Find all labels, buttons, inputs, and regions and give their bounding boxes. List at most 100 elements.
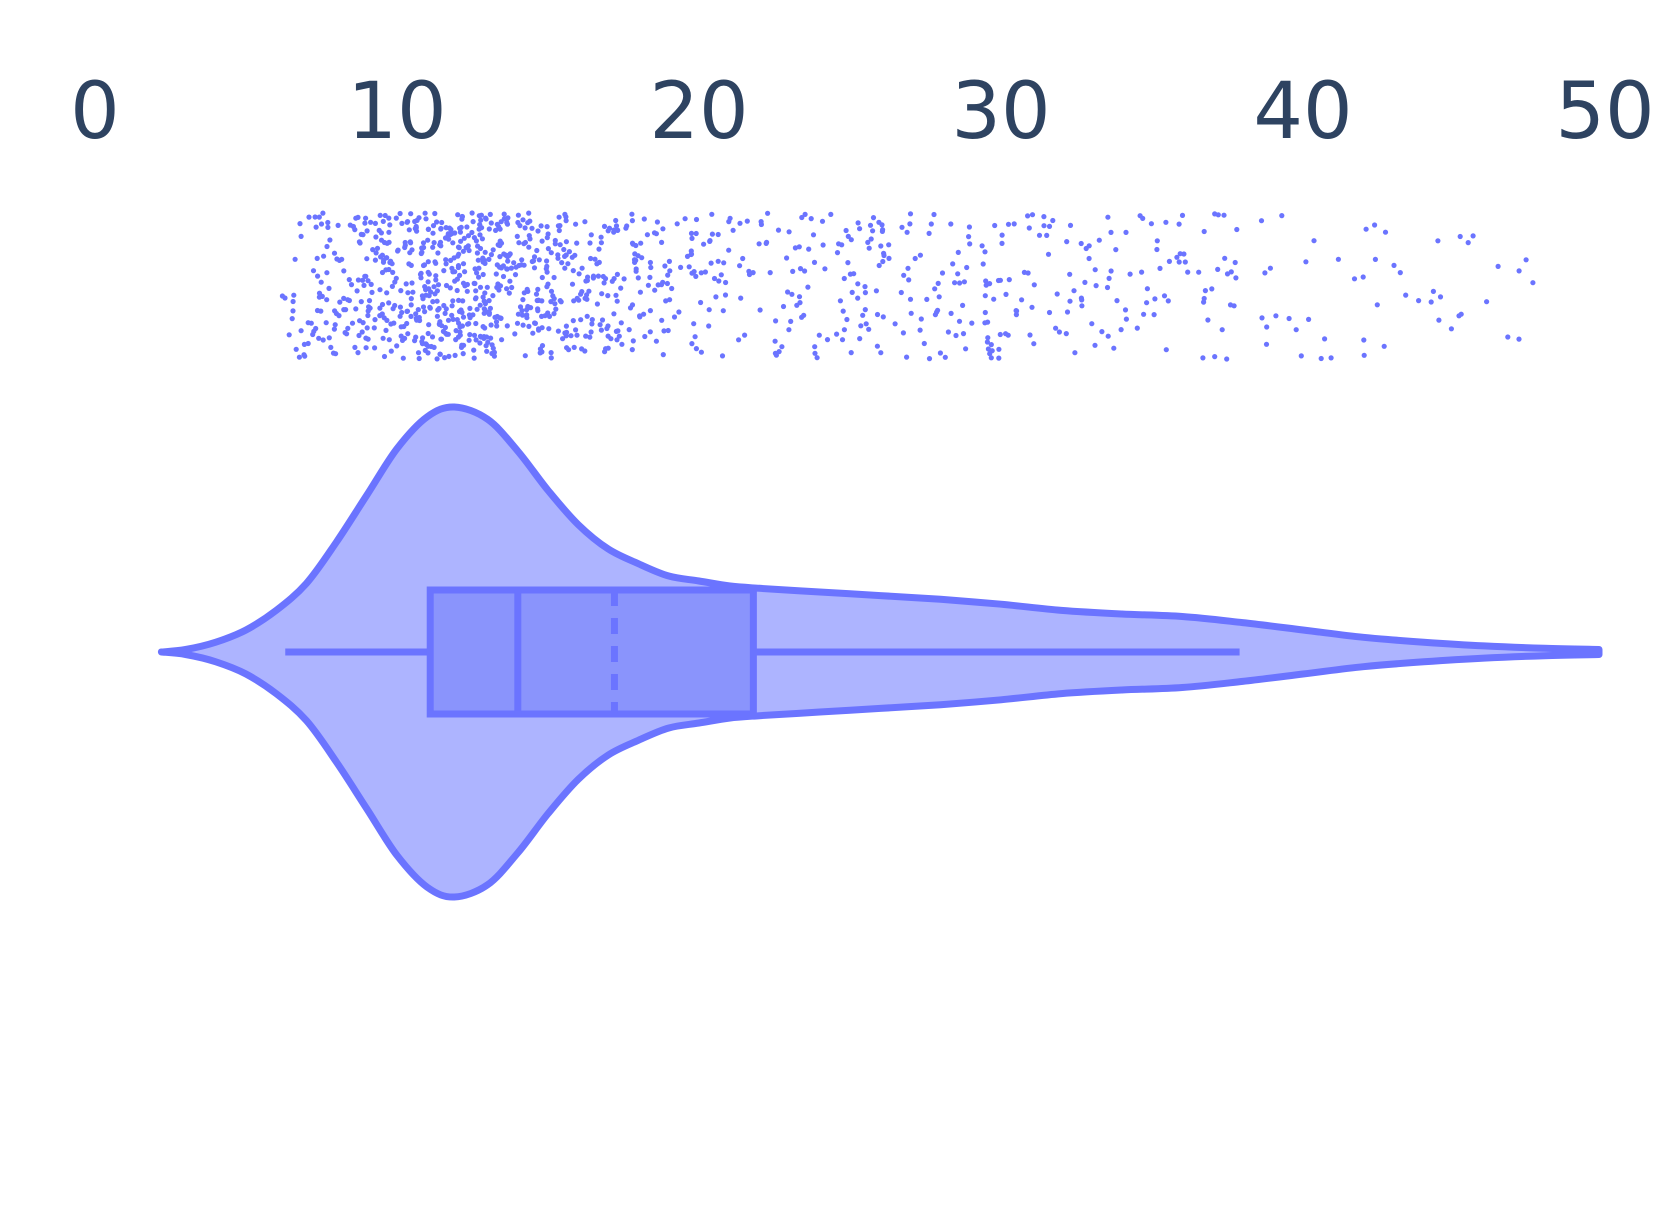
data-point — [1006, 277, 1012, 283]
data-point — [372, 220, 378, 226]
data-point — [796, 294, 803, 300]
data-point — [466, 337, 472, 343]
data-point — [629, 302, 636, 308]
data-point — [599, 291, 605, 297]
data-point — [1382, 229, 1389, 235]
data-point — [490, 293, 496, 299]
data-point — [811, 259, 818, 265]
data-point — [438, 225, 444, 232]
data-point — [405, 331, 411, 337]
data-point — [433, 273, 439, 279]
data-point — [983, 278, 989, 284]
data-point — [436, 321, 442, 327]
data-point — [535, 286, 541, 292]
data-point — [775, 227, 782, 233]
data-point — [464, 281, 470, 288]
data-point — [647, 274, 653, 280]
data-point — [452, 352, 458, 358]
data-point — [469, 229, 475, 236]
data-point — [608, 336, 614, 342]
data-point — [466, 247, 472, 254]
data-point — [1372, 222, 1378, 228]
data-point — [355, 350, 361, 356]
data-point — [425, 237, 431, 243]
data-point — [866, 245, 872, 251]
data-point — [279, 293, 285, 299]
data-point — [1435, 238, 1441, 244]
data-point — [524, 286, 530, 292]
data-point — [393, 275, 399, 281]
data-point — [438, 336, 444, 342]
data-point — [529, 225, 535, 231]
data-point — [522, 225, 528, 231]
data-point — [799, 214, 805, 221]
data-point — [744, 218, 750, 224]
data-point — [499, 337, 505, 343]
data-point — [408, 313, 414, 319]
data-point — [601, 223, 608, 229]
data-point — [1064, 309, 1071, 315]
data-point — [460, 280, 467, 286]
data-point — [789, 291, 795, 297]
data-point — [1027, 332, 1033, 338]
data-point — [455, 263, 462, 269]
data-point — [536, 257, 542, 263]
data-point — [397, 304, 403, 310]
data-point — [297, 221, 303, 227]
data-point — [399, 220, 405, 226]
data-point — [291, 292, 297, 298]
data-point — [555, 223, 562, 229]
data-point — [486, 298, 492, 304]
data-point — [459, 342, 465, 348]
data-point — [425, 259, 431, 265]
data-point — [564, 329, 570, 335]
data-point — [458, 238, 464, 244]
data-point — [336, 313, 342, 319]
data-point — [805, 284, 811, 290]
data-point — [788, 318, 794, 324]
data-point — [1151, 312, 1157, 318]
data-point — [942, 354, 948, 360]
data-point — [757, 307, 763, 313]
data-point — [473, 337, 479, 343]
data-point — [1361, 352, 1367, 358]
data-point — [812, 350, 818, 356]
data-point — [402, 242, 408, 248]
data-point — [560, 336, 566, 342]
data-point — [1505, 334, 1511, 340]
data-point — [1351, 276, 1358, 282]
data-point — [879, 228, 886, 234]
data-point — [529, 258, 535, 265]
data-point — [950, 261, 956, 267]
data-point — [389, 283, 395, 289]
data-point — [900, 330, 907, 336]
data-point — [870, 228, 876, 234]
data-point — [431, 344, 437, 350]
data-point — [328, 344, 334, 350]
data-point — [1011, 221, 1017, 227]
data-point — [937, 350, 944, 356]
data-point — [837, 298, 844, 304]
data-point — [449, 303, 455, 309]
data-point — [635, 275, 641, 281]
data-point — [989, 348, 995, 354]
data-point — [494, 313, 500, 320]
data-point — [632, 259, 638, 265]
data-point — [527, 218, 533, 224]
data-point — [597, 322, 603, 328]
data-point — [476, 265, 482, 271]
data-point — [564, 345, 570, 351]
data-point — [381, 353, 388, 360]
data-point — [1044, 232, 1050, 238]
data-point — [372, 345, 378, 351]
data-point — [337, 299, 343, 305]
data-point — [1457, 233, 1463, 240]
data-point — [316, 335, 322, 341]
data-point — [566, 249, 573, 255]
data-point — [1403, 292, 1409, 298]
data-point — [583, 333, 589, 339]
data-point — [449, 312, 455, 318]
data-point — [996, 346, 1002, 352]
data-point — [482, 260, 488, 266]
data-point — [408, 302, 414, 308]
